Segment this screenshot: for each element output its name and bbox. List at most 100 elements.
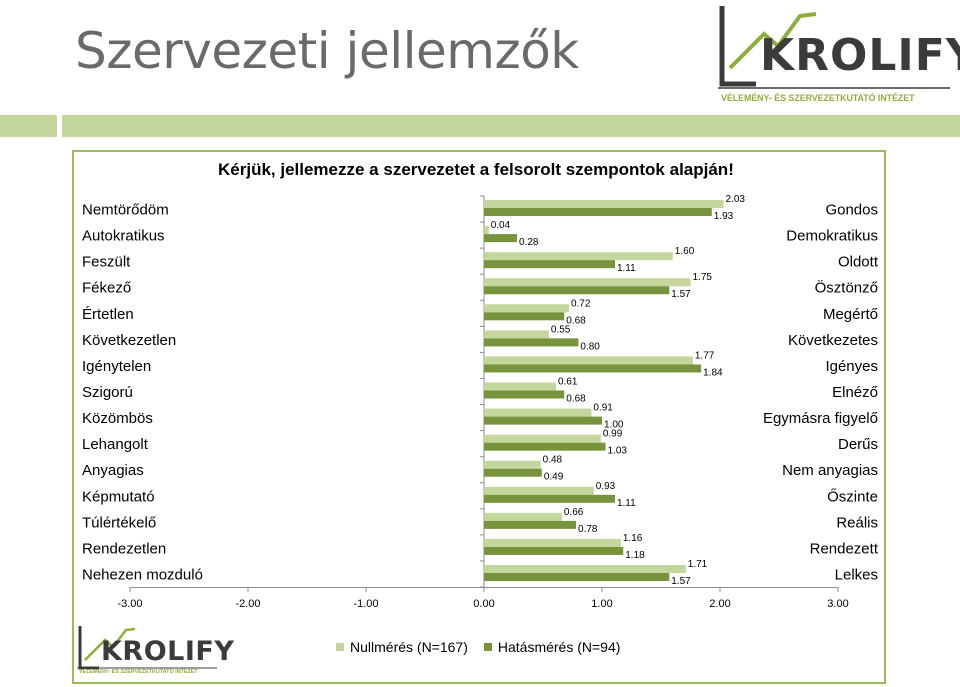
data-label-series2: 1.93 bbox=[714, 211, 734, 222]
bar-series1 bbox=[484, 538, 621, 547]
left-category-label: Fékező bbox=[82, 280, 131, 297]
logo-mark-icon bbox=[718, 6, 950, 89]
data-label-series2: 1.18 bbox=[625, 550, 645, 561]
left-category-label: Túlértékelő bbox=[82, 514, 156, 531]
bar-series1 bbox=[484, 486, 594, 495]
data-label-series2: 0.80 bbox=[580, 341, 600, 352]
chart-frame bbox=[72, 150, 886, 684]
brand-name-small: KROLIFY bbox=[101, 636, 235, 667]
left-category-label: Közömbös bbox=[82, 410, 153, 427]
bar-series1 bbox=[484, 226, 489, 235]
bar-series2 bbox=[484, 338, 579, 347]
data-label-series2: 1.57 bbox=[671, 289, 691, 300]
data-label-series1: 2.03 bbox=[726, 194, 746, 205]
right-category-label: Egymásra figyelő bbox=[763, 410, 878, 427]
x-tick-label: 3.00 bbox=[827, 598, 848, 610]
bar-series2 bbox=[484, 312, 565, 321]
data-label-series2: 1.00 bbox=[604, 420, 624, 431]
legend-item-nullmeres: Nullmérés (N=167) bbox=[336, 639, 468, 655]
right-category-label: Demokratikus bbox=[786, 228, 878, 245]
data-label-series2: 1.11 bbox=[617, 498, 636, 509]
data-label-series2: 1.84 bbox=[703, 367, 723, 378]
right-category-label: Igényes bbox=[825, 358, 878, 375]
bar-series2 bbox=[484, 442, 606, 451]
logo-mark-small-icon bbox=[77, 626, 217, 670]
data-label-series2: 1.11 bbox=[617, 263, 636, 274]
x-tick-label: -3.00 bbox=[117, 598, 142, 610]
left-category-label: Feszült bbox=[82, 254, 131, 271]
left-category-label: Autokratikus bbox=[82, 228, 165, 245]
x-tick-label: -1.00 bbox=[353, 598, 378, 610]
data-label-series2: 0.68 bbox=[566, 394, 586, 405]
slide-title: Szervezeti jellemzők bbox=[75, 22, 579, 80]
right-category-label: Elnéző bbox=[832, 384, 878, 401]
bar-series2 bbox=[484, 573, 670, 582]
legend-swatch-series2 bbox=[483, 643, 492, 651]
left-category-label: Anyagias bbox=[82, 462, 144, 479]
bar-series1 bbox=[484, 252, 673, 261]
right-category-label: Ösztönző bbox=[815, 279, 878, 297]
left-category-label: Nehezen mozduló bbox=[82, 567, 203, 584]
right-category-label: Őszinte bbox=[827, 488, 878, 505]
data-label-series1: 0.91 bbox=[593, 403, 613, 414]
bar-series2 bbox=[484, 546, 624, 555]
data-label-series1: 1.71 bbox=[688, 559, 708, 570]
data-label-series2: 1.03 bbox=[608, 446, 628, 457]
left-category-label: Értetlen bbox=[82, 306, 134, 323]
bar-series1 bbox=[484, 408, 592, 417]
right-category-label: Oldott bbox=[838, 254, 879, 271]
brand-logo-small: KROLIFY VÉLEMÉNY- ÉS SZERVEZETKUTATÓ INT… bbox=[77, 624, 234, 680]
left-category-label: Igénytelen bbox=[82, 358, 151, 375]
bar-series2 bbox=[484, 208, 712, 217]
data-label-series2: 0.49 bbox=[544, 472, 564, 483]
bar-series1 bbox=[484, 460, 541, 469]
data-label-series1: 1.77 bbox=[695, 350, 715, 361]
bar-series1 bbox=[484, 278, 691, 287]
data-label-series1: 1.75 bbox=[693, 272, 713, 283]
right-category-label: Nem anyagias bbox=[782, 462, 878, 479]
bar-series2 bbox=[484, 286, 670, 295]
right-category-label: Reális bbox=[836, 514, 878, 531]
brand-tagline-small: VÉLEMÉNY- ÉS SZERVEZETKUTATÓ INTÉZET bbox=[79, 669, 198, 675]
legend-swatch-series1 bbox=[336, 643, 344, 651]
left-category-label: Következetlen bbox=[82, 332, 176, 349]
legend-label-series1: Nullmérés (N=167) bbox=[350, 639, 468, 655]
data-label-series1: 0.55 bbox=[551, 324, 571, 335]
bar-series1 bbox=[484, 382, 556, 391]
right-category-label: Gondos bbox=[825, 202, 878, 219]
brand-logo: KROLIFY VÉLEMÉNY- ÉS SZERVEZETKUTATÓ INT… bbox=[718, 6, 960, 106]
brand-tagline: VÉLEMÉNY- ÉS SZERVEZETKUTATÓ INTÉZET bbox=[721, 93, 915, 103]
data-label-series1: 0.93 bbox=[596, 481, 616, 492]
bar-series1 bbox=[484, 200, 724, 209]
data-label-series2: 1.57 bbox=[671, 576, 691, 587]
left-category-label: Nemtörődöm bbox=[82, 202, 169, 219]
data-label-series1: 1.16 bbox=[623, 533, 643, 544]
bar-series2 bbox=[484, 390, 565, 399]
right-category-label: Megértő bbox=[823, 306, 878, 323]
data-label-series1: 0.61 bbox=[558, 377, 578, 388]
left-category-label: Lehangolt bbox=[82, 436, 149, 453]
right-category-label: Következetes bbox=[788, 332, 878, 349]
chart-title: Kérjük, jellemezze a szervezetet a felso… bbox=[218, 160, 734, 179]
x-tick-label: 1.00 bbox=[591, 598, 612, 610]
legend-item-hatasmeres: Hatásmérés (N=94) bbox=[483, 639, 621, 655]
data-label-series2: 0.78 bbox=[578, 524, 598, 535]
data-label-series2: 0.68 bbox=[566, 315, 586, 326]
bar-series2 bbox=[484, 364, 702, 373]
accent-bar-right bbox=[62, 115, 960, 137]
bar-series2 bbox=[484, 520, 577, 529]
data-label-series1: 0.72 bbox=[571, 298, 591, 309]
legend-label-series2: Hatásmérés (N=94) bbox=[497, 639, 621, 655]
data-label-series1: 0.99 bbox=[603, 429, 623, 440]
bar-series1 bbox=[484, 304, 569, 313]
bar-series1 bbox=[484, 434, 601, 443]
bar-series1 bbox=[484, 512, 562, 521]
x-tick-label: 2.00 bbox=[709, 598, 730, 610]
data-label-series1: 0.48 bbox=[543, 455, 563, 466]
data-label-series2: 0.28 bbox=[519, 237, 539, 248]
right-category-label: Lelkes bbox=[835, 567, 878, 584]
left-category-label: Rendezetlen bbox=[82, 540, 166, 557]
bar-series2 bbox=[484, 494, 615, 503]
accent-bar-left bbox=[0, 115, 57, 137]
